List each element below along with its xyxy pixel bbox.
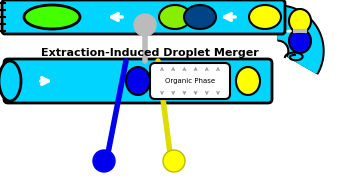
FancyBboxPatch shape: [150, 63, 230, 99]
FancyBboxPatch shape: [2, 0, 285, 34]
Ellipse shape: [289, 9, 311, 33]
Text: Extraction-Induced Droplet Merger: Extraction-Induced Droplet Merger: [41, 48, 259, 58]
Polygon shape: [278, 5, 324, 74]
Ellipse shape: [134, 14, 156, 36]
Ellipse shape: [249, 5, 281, 29]
Text: Organic Phase: Organic Phase: [165, 78, 215, 84]
Ellipse shape: [236, 67, 260, 95]
Ellipse shape: [159, 5, 191, 29]
Ellipse shape: [0, 61, 21, 101]
Ellipse shape: [93, 150, 115, 172]
FancyBboxPatch shape: [4, 59, 272, 103]
Polygon shape: [278, 7, 322, 73]
Ellipse shape: [24, 5, 80, 29]
Ellipse shape: [289, 29, 311, 53]
Ellipse shape: [184, 5, 216, 29]
Ellipse shape: [163, 150, 185, 172]
Ellipse shape: [126, 67, 150, 95]
